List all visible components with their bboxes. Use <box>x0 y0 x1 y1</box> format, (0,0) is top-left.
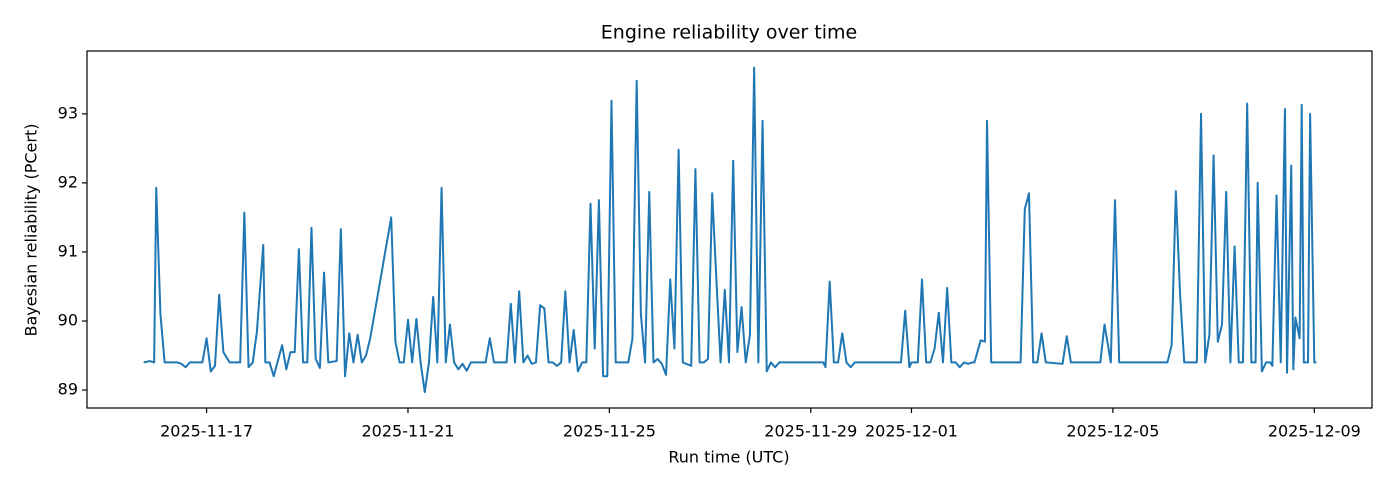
axes-frame <box>86 50 1373 409</box>
y-tick-label: 89 <box>58 380 78 399</box>
y-axis-label: Bayesian reliability (PCert) <box>22 124 41 337</box>
x-tick-label: 2025-11-29 <box>764 422 857 441</box>
x-tick-label: 2025-12-05 <box>1066 422 1159 441</box>
y-tick-label: 90 <box>58 310 78 329</box>
x-tick-label: 2025-11-17 <box>160 422 253 441</box>
x-tick-label: 2025-11-21 <box>361 422 454 441</box>
x-tick-label: 2025-12-09 <box>1268 422 1361 441</box>
chart-title: Engine reliability over time <box>601 22 857 44</box>
y-tick-label: 91 <box>58 241 78 260</box>
x-tick-label: 2025-11-25 <box>563 422 656 441</box>
x-tick-label: 2025-12-01 <box>865 422 958 441</box>
x-axis-label: Run time (UTC) <box>668 448 789 467</box>
y-tick-label: 92 <box>58 172 78 191</box>
data-line <box>143 66 1317 394</box>
plot-area <box>143 66 1317 394</box>
y-tick-label: 93 <box>58 103 78 122</box>
